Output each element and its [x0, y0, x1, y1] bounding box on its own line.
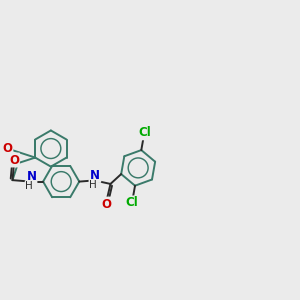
Text: O: O — [9, 154, 19, 166]
Text: N: N — [26, 170, 36, 183]
Text: H: H — [25, 181, 33, 191]
Text: O: O — [101, 197, 111, 211]
Text: N: N — [90, 169, 100, 182]
Text: O: O — [2, 142, 12, 155]
Text: H: H — [89, 179, 97, 190]
Text: Cl: Cl — [138, 126, 151, 140]
Text: Cl: Cl — [126, 196, 138, 209]
